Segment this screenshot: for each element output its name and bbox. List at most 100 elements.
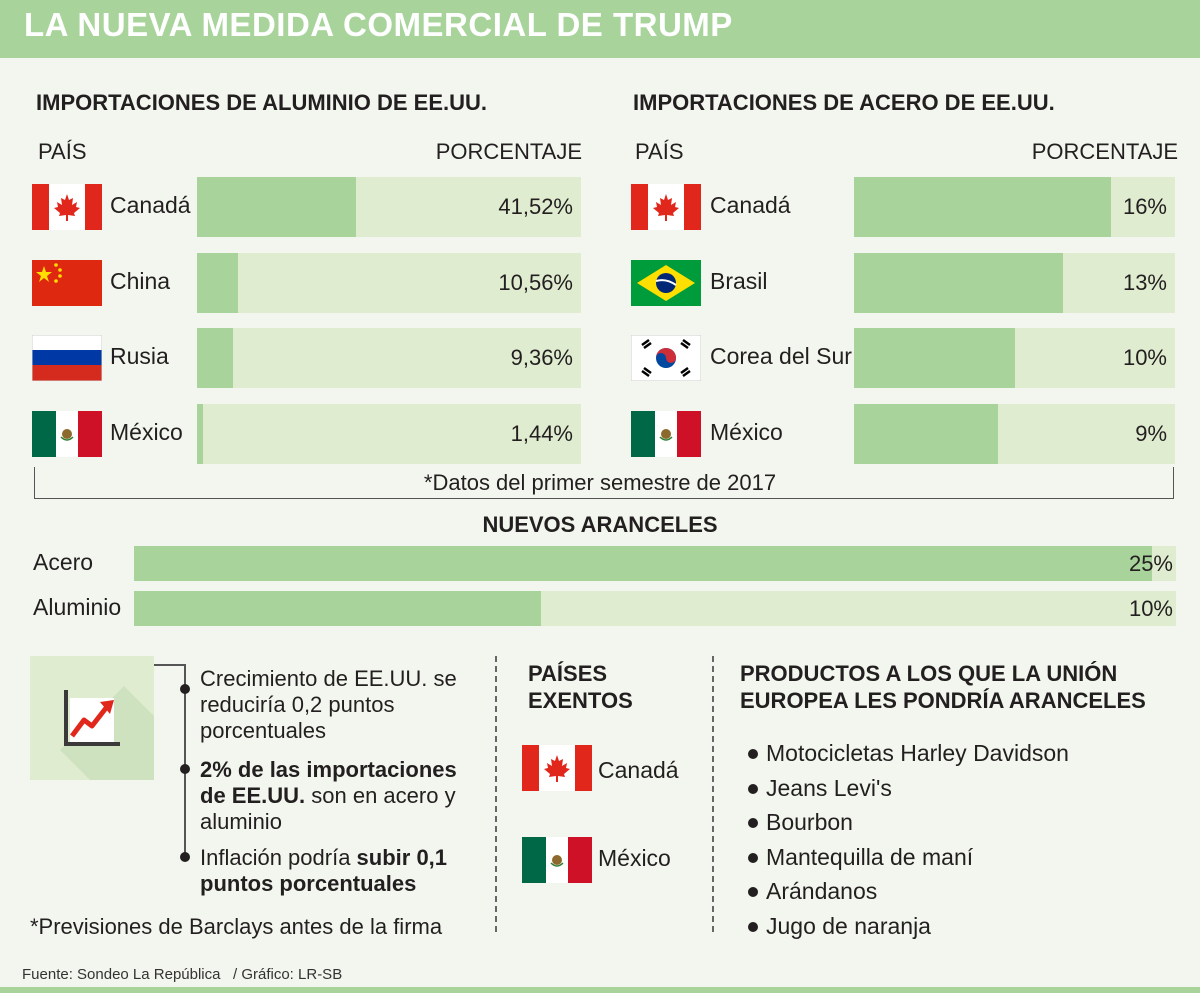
- bar-track: 9,36%: [197, 328, 581, 388]
- forecast-item-imports: 2% de las importaciones de EE.UU. son en…: [200, 757, 485, 835]
- steel-chart-title: IMPORTACIONES DE ACERO DE EE.UU.: [633, 90, 1055, 115]
- forecast-timeline: [184, 664, 186, 860]
- bar-track: 9%: [854, 403, 1175, 464]
- tariff-label: Acero: [33, 549, 94, 575]
- footer-credit: / Gráfico: LR-SB: [233, 966, 343, 983]
- forecast-connector: [154, 664, 184, 666]
- exempt-country-mexico: México: [598, 845, 671, 871]
- bar: [134, 591, 542, 626]
- category-label: China: [110, 267, 171, 294]
- forecast-item-text: son en acero y aluminio: [200, 783, 456, 834]
- mexico-flag-icon: [631, 410, 701, 457]
- separator-line: [712, 656, 714, 932]
- bar-track: 13%: [854, 252, 1175, 313]
- bullet-dot: [748, 921, 758, 932]
- forecast-item-bold: subir 0,1 puntos porcentuales: [200, 845, 448, 896]
- forecast-item-inflation: Inflación podría subir 0,1 puntos porcen…: [200, 845, 485, 897]
- source-credit: Fuente: Sondeo La República / Gráfico: L…: [22, 966, 342, 983]
- china-flag-icon: [32, 259, 102, 306]
- forecast-item-bold: 2% de las importaciones de EE.UU.: [200, 757, 457, 808]
- bar: [854, 252, 1063, 313]
- data-label: 41,52%: [498, 194, 573, 219]
- product-item: Arándanos: [766, 878, 878, 904]
- bottom-stripe: [0, 987, 1200, 993]
- bar: [197, 252, 238, 313]
- forecast-item-growth: Crecimiento de EE.UU. se reduciría 0,2 p…: [200, 666, 460, 744]
- category-label: México: [110, 418, 183, 445]
- product-item: Motocicletas Harley Davidson: [766, 740, 1069, 766]
- data-label: 1,44%: [510, 420, 573, 446]
- barclays-note: *Previsiones de Barclays antes de la fir…: [30, 914, 443, 939]
- footer-source: Fuente: Sondeo La República: [22, 966, 221, 983]
- mexico-flag-icon: [32, 410, 102, 457]
- bar: [854, 328, 1015, 388]
- bullet-dot: [748, 852, 758, 863]
- brazil-flag-icon: [631, 259, 701, 306]
- bullet-dot: [180, 764, 190, 774]
- bar-track: 41,52%: [197, 177, 581, 237]
- category-label: Rusia: [110, 343, 169, 369]
- exempt-title-line1: PAÍSES: [528, 661, 608, 686]
- forecast-item-text: Crecimiento de EE.UU. se reduciría 0,2 p…: [200, 666, 457, 743]
- data-label: 16%: [1122, 194, 1167, 219]
- bar-track: 10%: [854, 328, 1175, 388]
- canada-flag-icon: [522, 745, 592, 791]
- bar-track: 10%: [134, 591, 1176, 626]
- bar: [197, 177, 357, 237]
- forecast-item-text: Inflación podría: [200, 845, 357, 870]
- product-item: Bourbon: [766, 809, 853, 835]
- data-label: 10,56%: [498, 269, 573, 295]
- products-title-line1: PRODUCTOS A LOS QUE LA UNIÓN: [740, 661, 1118, 686]
- bar-track: 25%: [134, 546, 1176, 581]
- category-label: Corea del Sur: [710, 343, 852, 369]
- data-label: 13%: [1122, 269, 1167, 295]
- mexico-flag-icon: [522, 837, 592, 883]
- canada-flag-icon: [631, 184, 701, 230]
- tariffs-title: NUEVOS ARANCELES: [482, 512, 718, 537]
- data-label: 10%: [1128, 595, 1173, 621]
- steel-country-header: PAÍS: [635, 139, 684, 164]
- growth-chart-icon: [30, 656, 154, 780]
- product-item: Jeans Levi's: [766, 774, 892, 801]
- exempt-title-line2: EXENTOS: [528, 688, 633, 713]
- product-item: Jugo de naranja: [766, 912, 931, 939]
- bullet-dot: [748, 818, 758, 828]
- canada-flag-icon: [32, 184, 102, 230]
- aluminum-chart-title: IMPORTACIONES DE ALUMINIO DE EE.UU.: [36, 90, 488, 115]
- page-title: LA NUEVA MEDIDA COMERCIAL DE TRUMP: [24, 6, 733, 43]
- bar: [197, 328, 233, 388]
- data-label: 9%: [1135, 420, 1167, 446]
- category-label: Canadá: [710, 192, 791, 218]
- bullet-dot: [180, 852, 190, 862]
- data-label: 25%: [1128, 550, 1173, 576]
- bar: [197, 403, 203, 464]
- bullet-dot: [748, 749, 758, 759]
- tariff-label: Aluminio: [33, 594, 122, 620]
- aluminum-percent-header: PORCENTAJE: [435, 139, 582, 164]
- data-label: 10%: [1122, 345, 1167, 370]
- aluminum-country-header: PAÍS: [38, 139, 87, 164]
- bar: [854, 177, 1111, 237]
- semester-note: *Datos del primer semestre de 2017: [0, 470, 1200, 496]
- bar: [134, 546, 1152, 581]
- header-banner: [0, 0, 1200, 58]
- data-label: 9,36%: [510, 345, 573, 370]
- steel-percent-header: PORCENTAJE: [1031, 139, 1178, 164]
- bullet-dot: [748, 783, 758, 794]
- product-item: Mantequilla de maní: [766, 843, 974, 870]
- semester-note-text: *Datos del primer semestre de 2017: [419, 470, 781, 495]
- separator-line: [495, 656, 497, 932]
- bullet-dot: [180, 684, 190, 694]
- category-label: Canadá: [110, 192, 191, 218]
- bar-track: 1,44%: [197, 403, 581, 464]
- category-label: México: [710, 418, 783, 445]
- category-label: Brasil: [710, 267, 768, 294]
- bullet-dot: [748, 887, 758, 897]
- bar: [854, 403, 999, 464]
- bar-track: 10,56%: [197, 252, 581, 313]
- data-note-bracket: [34, 467, 1174, 499]
- products-title-line2: EUROPEA LES PONDRÍA ARANCELES: [740, 688, 1146, 713]
- south-korea-flag-icon: [631, 335, 701, 381]
- bar-track: 16%: [854, 177, 1175, 237]
- exempt-country-canada: Canadá: [598, 757, 679, 783]
